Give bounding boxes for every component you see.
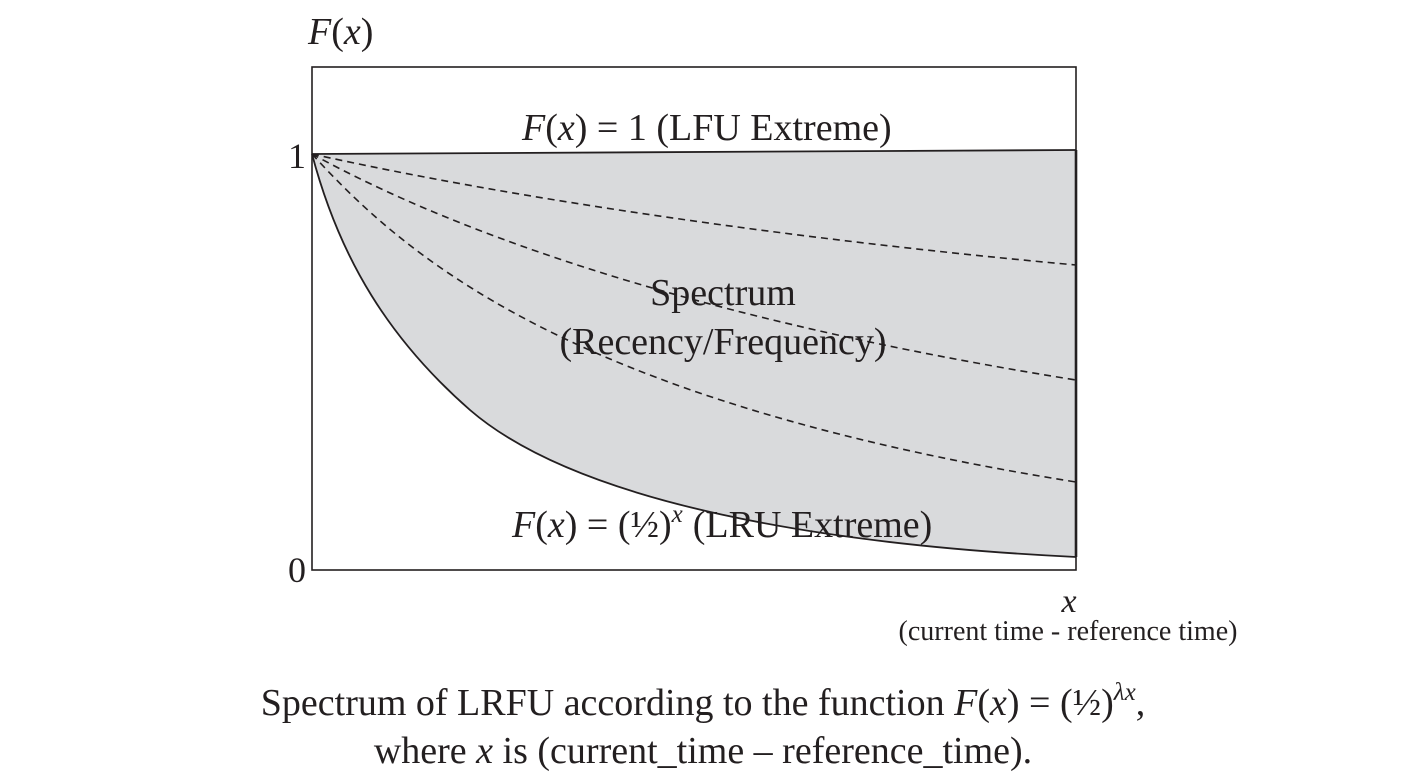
spectrum-shaded-region bbox=[312, 150, 1076, 557]
lfu-extreme-line bbox=[311, 149, 1077, 155]
y-tick-0: 0 bbox=[288, 550, 306, 590]
dashed-curve-2 bbox=[311, 153, 1077, 381]
lru-extreme-curve bbox=[311, 153, 1077, 558]
x-axis-label: x bbox=[1060, 583, 1076, 620]
caption-line-2: where x is (current_time – reference_tim… bbox=[373, 730, 1033, 772]
lfu-extreme-label: F(x) = 1 (LFU Extreme) bbox=[521, 107, 892, 149]
dashed-curve-1 bbox=[311, 153, 1077, 266]
lrfu-spectrum-diagram: F(x) 1 0 F(x) = 1 (LFU Extreme) Spectrum… bbox=[288, 11, 1238, 647]
spectrum-label-line2: (Recency/Frequency) bbox=[559, 321, 886, 363]
x-axis-sublabel: (current time - reference time) bbox=[899, 616, 1238, 647]
lru-extreme-label: F(x) = (½)x (LRU Extreme) bbox=[511, 501, 932, 546]
spectrum-label-line1: Spectrum bbox=[650, 272, 796, 314]
y-axis-label: F(x) bbox=[307, 11, 373, 53]
caption-line-1: Spectrum of LRFU according to the functi… bbox=[260, 679, 1146, 724]
y-tick-1: 1 bbox=[288, 136, 306, 176]
dashed-curve-3 bbox=[311, 153, 1077, 483]
